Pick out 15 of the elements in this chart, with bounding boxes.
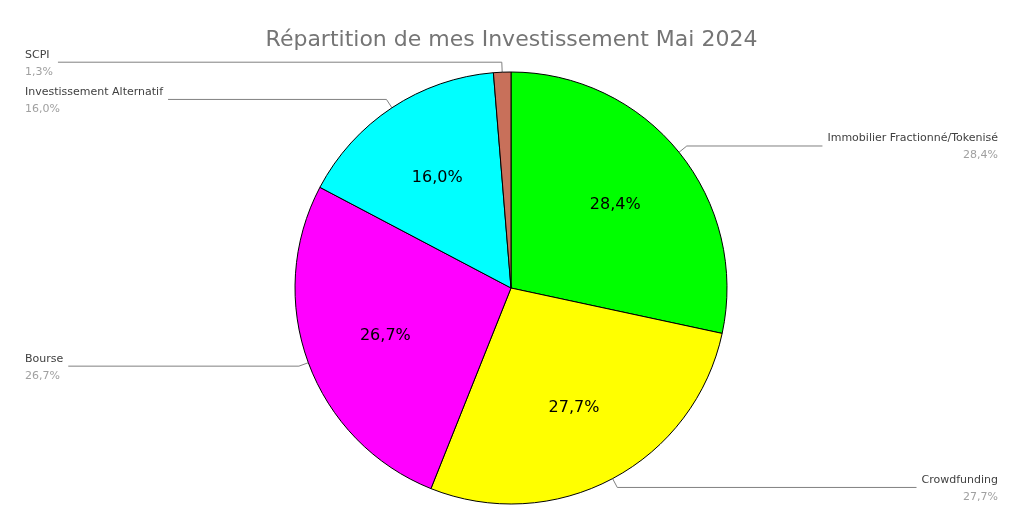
slice-label: Crowdfunding bbox=[921, 472, 998, 486]
text: 27,7% bbox=[963, 489, 998, 503]
text: 26,7% bbox=[359, 324, 411, 344]
slice-label: SCPI bbox=[25, 47, 50, 61]
chart-title: Répartition de mes Investissement Mai 2024 bbox=[265, 25, 758, 51]
text: 28,4% bbox=[963, 148, 998, 162]
data-label: 28,4% bbox=[589, 194, 641, 214]
data-label: 26,7% bbox=[25, 368, 60, 382]
data-label: 1,3% bbox=[25, 64, 53, 78]
slice-label: Immobilier Fractionné/Tokenisé bbox=[827, 131, 999, 145]
slice-label: Bourse bbox=[25, 351, 64, 365]
data-label: 16,0% bbox=[411, 166, 463, 186]
data-label: 27,7% bbox=[548, 396, 600, 416]
text: 16,0% bbox=[25, 101, 60, 115]
slice-label: Investissement Alternatif bbox=[25, 84, 165, 98]
